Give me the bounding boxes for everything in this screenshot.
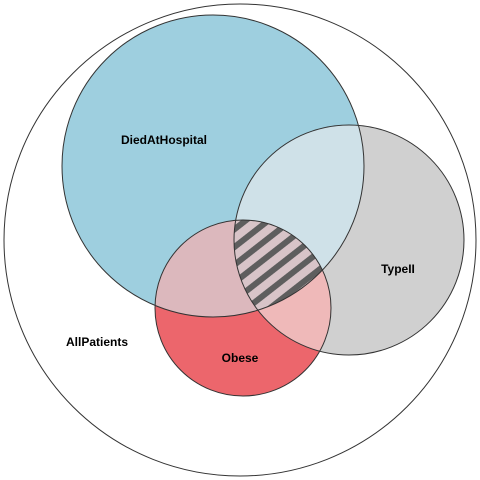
outline-type2 [233,124,465,356]
label-died: DiedAtHospital [121,133,207,147]
outline-obese [154,219,332,397]
label-all: AllPatients [66,335,128,349]
label-type2: TypeII [381,262,415,276]
outline-died [61,14,365,318]
intersection-type2-obese [234,220,331,355]
label-obese: Obese [222,351,259,365]
